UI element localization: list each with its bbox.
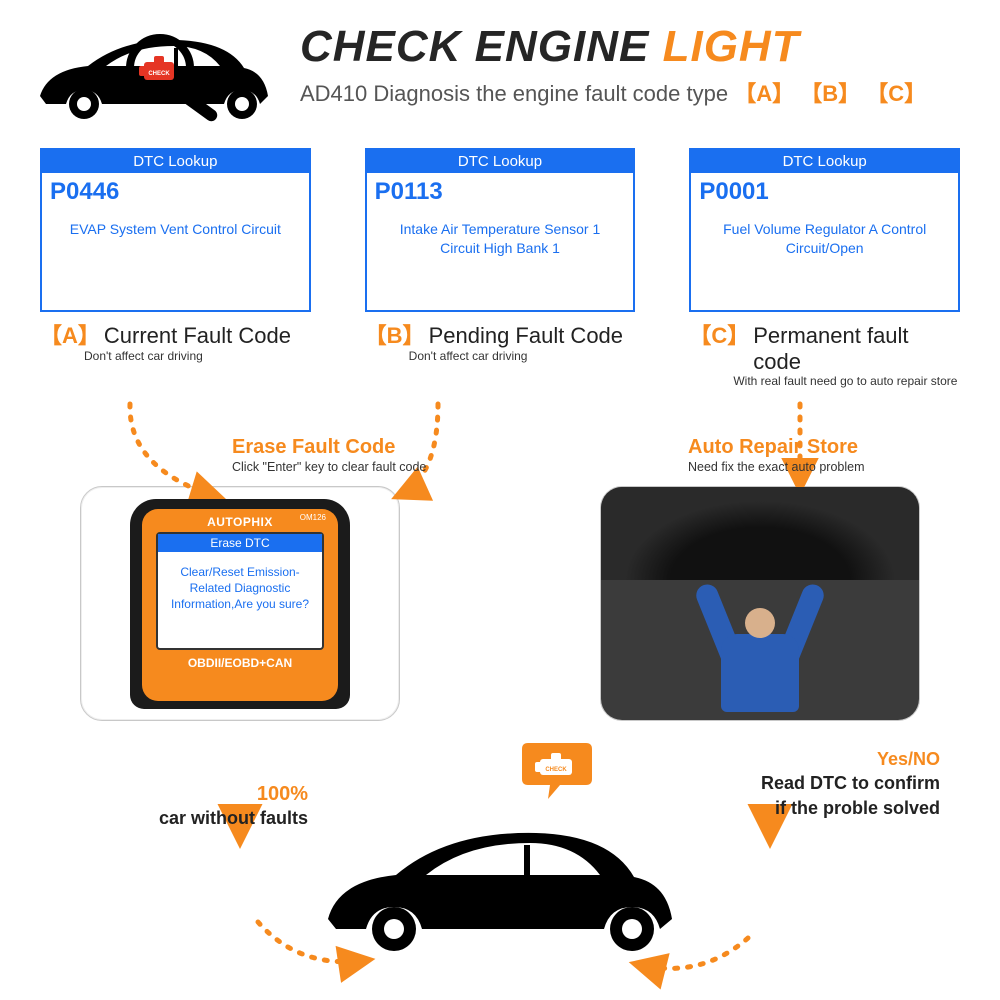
result-yesno: Yes/NO: [660, 749, 940, 770]
dtc-tag: 【A】: [40, 318, 100, 350]
dtc-card: DTC Lookup P0001 Fuel Volume Regulator A…: [689, 148, 960, 312]
bracket-a: 【A】: [734, 81, 794, 106]
device-footer: OBDII/EOBD+CAN: [188, 656, 292, 670]
right-result: Yes/NO Read DTC to confirm if the proble…: [660, 749, 940, 821]
images-row: AUTOPHIX OM126 Erase DTC Clear/Reset Emi…: [0, 486, 1000, 721]
dtc-card: DTC Lookup P0446 EVAP System Vent Contro…: [40, 148, 311, 312]
dtc-desc: EVAP System Vent Control Circuit: [42, 206, 309, 310]
dtc-label-row: 【A】 Current Fault Code: [40, 318, 311, 350]
bottom-area: 100% car without faults Yes/NO Read DTC …: [0, 721, 1000, 961]
device-frame: AUTOPHIX OM126 Erase DTC Clear/Reset Emi…: [80, 486, 400, 721]
mid-actions: Erase Fault Code Click "Enter" key to cl…: [0, 394, 1000, 484]
dtc-col-a: DTC Lookup P0446 EVAP System Vent Contro…: [40, 148, 311, 388]
svg-text:CHECK: CHECK: [148, 71, 170, 77]
dtc-label: Pending Fault Code: [429, 323, 623, 349]
dtc-tag: 【C】: [689, 318, 749, 350]
dtc-label-row: 【B】 Pending Fault Code: [365, 318, 636, 350]
check-bubble-icon: CHECK: [520, 739, 594, 801]
erase-title: Erase Fault Code: [232, 436, 426, 459]
device-screen-title: Erase DTC: [158, 534, 322, 552]
left-result: 100% car without faults: [118, 783, 308, 829]
title-block: CHECK ENGINE LIGHT AD410 Diagnosis the e…: [300, 18, 972, 108]
dtc-card-header: DTC Lookup: [42, 150, 309, 173]
dtc-col-c: DTC Lookup P0001 Fuel Volume Regulator A…: [689, 148, 960, 388]
car-magnifier-icon: CHECK: [28, 18, 278, 128]
result-percent: 100%: [118, 783, 308, 806]
repair-sub: Need fix the exact auto problem: [688, 460, 865, 474]
erase-action: Erase Fault Code Click "Enter" key to cl…: [232, 436, 426, 474]
device-brand: AUTOPHIX: [207, 515, 273, 529]
dtc-desc: Fuel Volume Regulator A Control Circuit/…: [691, 206, 958, 310]
bracket-c: 【C】: [866, 81, 926, 106]
result-percent-sub: car without faults: [118, 808, 308, 829]
repair-title: Auto Repair Store: [688, 436, 865, 459]
dtc-code: P0113: [367, 173, 634, 206]
dtc-col-b: DTC Lookup P0113 Intake Air Temperature …: [365, 148, 636, 388]
repair-action: Auto Repair Store Need fix the exact aut…: [688, 436, 865, 474]
result-yesno-line2: if the proble solved: [660, 797, 940, 820]
dtc-tag: 【B】: [365, 318, 425, 350]
header: CHECK CHECK ENGINE LIGHT AD410 Diagnosis…: [0, 0, 1000, 142]
dtc-card-header: DTC Lookup: [367, 150, 634, 173]
dtc-note: Don't affect car driving: [409, 349, 636, 363]
dtc-note: With real fault need go to auto repair s…: [733, 374, 960, 388]
dtc-code: P0001: [691, 173, 958, 206]
dtc-label: Current Fault Code: [104, 323, 291, 349]
dtc-row: DTC Lookup P0446 EVAP System Vent Contro…: [0, 142, 1000, 388]
bracket-b: 【B】: [800, 81, 860, 106]
subtitle: AD410 Diagnosis the engine fault code ty…: [300, 76, 972, 108]
car-bottom-icon: [310, 807, 690, 957]
page-title: CHECK ENGINE LIGHT: [300, 24, 972, 70]
obd-device: AUTOPHIX OM126 Erase DTC Clear/Reset Emi…: [130, 499, 350, 709]
mechanic-frame: [600, 486, 920, 721]
subtitle-text: AD410 Diagnosis the engine fault code ty…: [300, 81, 728, 106]
dtc-card-header: DTC Lookup: [691, 150, 958, 173]
result-yesno-line1: Read DTC to confirm: [660, 772, 940, 795]
dtc-label: Permanent fault code: [753, 323, 960, 375]
device-screen: Erase DTC Clear/Reset Emission-Related D…: [156, 532, 324, 650]
dtc-label-row: 【C】 Permanent fault code: [689, 318, 960, 375]
device-model: OM126: [300, 513, 326, 522]
dtc-card: DTC Lookup P0113 Intake Air Temperature …: [365, 148, 636, 312]
dtc-code: P0446: [42, 173, 309, 206]
device-screen-body: Clear/Reset Emission-Related Diagnostic …: [158, 552, 322, 625]
dtc-note: Don't affect car driving: [84, 349, 311, 363]
bubble-label: CHECK: [545, 767, 567, 773]
title-dark: CHECK ENGINE: [300, 22, 649, 71]
mechanic-photo: [601, 487, 919, 720]
title-orange: LIGHT: [663, 22, 800, 71]
dtc-desc: Intake Air Temperature Sensor 1 Circuit …: [367, 206, 634, 310]
erase-sub: Click "Enter" key to clear fault code: [232, 460, 426, 474]
